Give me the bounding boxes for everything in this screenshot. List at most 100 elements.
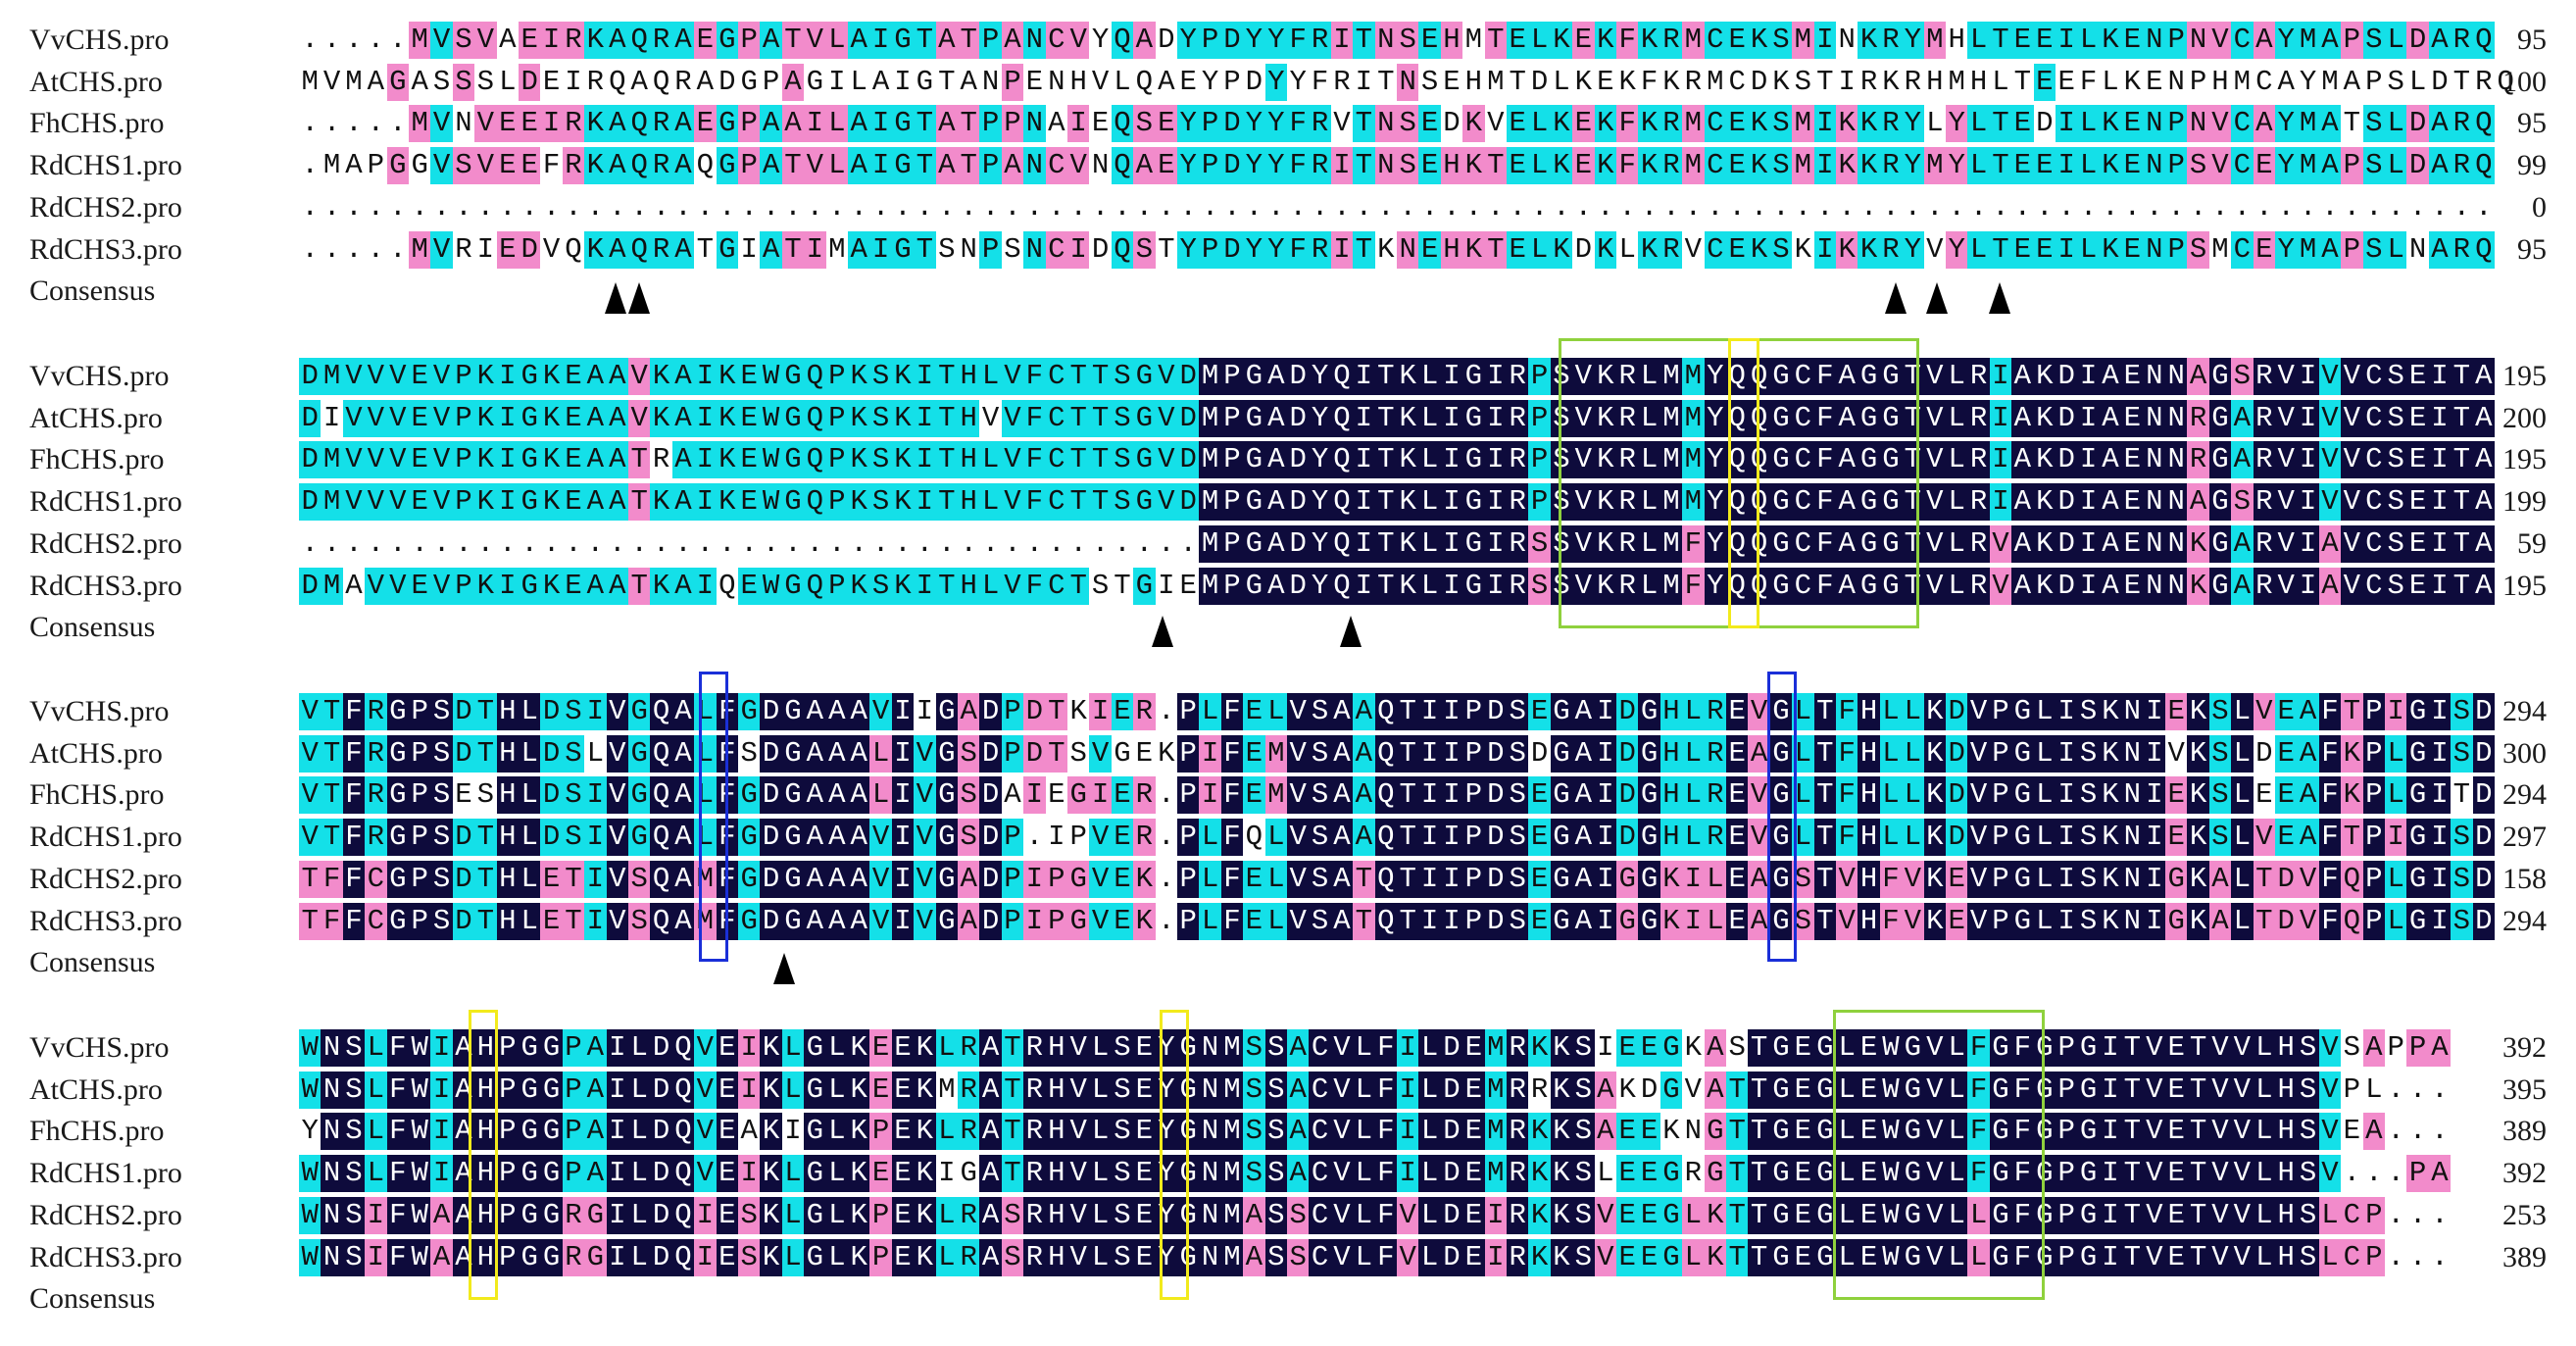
residue: T bbox=[2187, 1238, 2209, 1276]
residue: T bbox=[1484, 230, 1507, 269]
residue: D bbox=[1220, 105, 1244, 143]
residue: I bbox=[1355, 65, 1373, 98]
residue: Y bbox=[1155, 1113, 1177, 1151]
residue: . bbox=[520, 526, 538, 560]
residue: M bbox=[1682, 147, 1705, 185]
residue: V bbox=[2143, 1155, 2165, 1193]
residue: P bbox=[562, 1029, 585, 1067]
residue: H bbox=[496, 860, 519, 898]
residue: I bbox=[2428, 358, 2452, 395]
residue: K bbox=[2033, 524, 2056, 563]
residue: . bbox=[367, 526, 385, 560]
residue: T bbox=[1813, 776, 1836, 815]
residue: V bbox=[1926, 232, 1944, 266]
residue: A bbox=[1330, 860, 1354, 898]
residue: H bbox=[474, 1029, 497, 1067]
residue: Y bbox=[2275, 230, 2298, 269]
residue: V bbox=[606, 819, 628, 857]
residue: E bbox=[716, 1238, 738, 1276]
residue: A bbox=[1264, 358, 1287, 395]
residue: G bbox=[1550, 693, 1573, 730]
residue: V bbox=[2297, 860, 2319, 898]
residue: I bbox=[1440, 776, 1463, 815]
residue: G bbox=[2077, 1113, 2100, 1151]
residue: L bbox=[2231, 902, 2254, 940]
residue: E bbox=[891, 1071, 915, 1109]
residue: L bbox=[1353, 1238, 1375, 1276]
residue: L bbox=[1946, 1238, 1968, 1276]
residue: L bbox=[781, 1155, 805, 1193]
residue: P bbox=[1001, 819, 1024, 857]
residue: L bbox=[825, 22, 848, 59]
residue: D bbox=[2472, 776, 2495, 815]
residue: T bbox=[935, 441, 958, 479]
residue: G bbox=[1769, 1155, 1793, 1193]
residue: S bbox=[2208, 734, 2232, 773]
residue: I bbox=[2428, 860, 2452, 898]
residue: D bbox=[2406, 147, 2429, 185]
residue: I bbox=[869, 230, 892, 269]
residue: S bbox=[1572, 1029, 1595, 1067]
residue: M bbox=[1220, 1029, 1244, 1067]
residue: V bbox=[2275, 358, 2298, 395]
residue: S bbox=[958, 734, 980, 773]
residue: I bbox=[1594, 819, 1616, 857]
residue: H bbox=[1858, 819, 1880, 857]
residue: H bbox=[2275, 1196, 2298, 1234]
residue: T bbox=[1045, 734, 1067, 773]
residue: S bbox=[1243, 1071, 1265, 1109]
residue: D bbox=[299, 399, 322, 437]
residue: G bbox=[1858, 358, 1880, 395]
residue: V bbox=[1001, 358, 1024, 395]
residue: V bbox=[1089, 819, 1112, 857]
residue: A bbox=[606, 147, 628, 185]
residue: R bbox=[958, 1238, 980, 1276]
residue: C bbox=[1309, 1238, 1331, 1276]
residue: R bbox=[958, 1029, 980, 1067]
residue: P bbox=[825, 441, 848, 479]
residue: F bbox=[1287, 230, 1310, 269]
residue: . bbox=[1091, 190, 1110, 224]
residue: . bbox=[411, 190, 428, 224]
residue: P bbox=[979, 147, 1002, 185]
residue: T bbox=[1748, 1029, 1770, 1067]
residue: S bbox=[2343, 1031, 2361, 1064]
residue: . bbox=[1464, 190, 1483, 224]
residue: . bbox=[565, 190, 582, 224]
residue: C bbox=[1704, 230, 1726, 269]
residue: L bbox=[1418, 1113, 1441, 1151]
residue: F bbox=[1287, 22, 1310, 59]
residue: P bbox=[409, 819, 431, 857]
residue: K bbox=[2187, 693, 2209, 730]
residue: G bbox=[1989, 1196, 2012, 1234]
residue: F bbox=[1311, 65, 1329, 98]
residue: F bbox=[2318, 734, 2342, 773]
residue: L bbox=[1967, 105, 1990, 143]
residue: V bbox=[299, 693, 322, 730]
residue: L bbox=[2385, 22, 2407, 59]
residue: . bbox=[1201, 190, 1219, 224]
residue: G bbox=[2011, 860, 2034, 898]
residue: V bbox=[342, 483, 366, 522]
residue: E bbox=[2406, 483, 2429, 522]
residue: F bbox=[2011, 1196, 2034, 1234]
residue: P bbox=[979, 230, 1002, 269]
residue: S bbox=[869, 358, 892, 395]
residue: L bbox=[1704, 902, 1726, 940]
residue: M bbox=[1660, 399, 1683, 437]
residue: Y bbox=[1201, 65, 1219, 98]
residue: R bbox=[1133, 819, 1156, 857]
residue: E bbox=[2275, 734, 2298, 773]
residue: . bbox=[1245, 190, 1263, 224]
residue: G bbox=[1638, 819, 1660, 857]
residue: H bbox=[1660, 693, 1683, 730]
residue: M bbox=[2297, 105, 2319, 143]
residue: R bbox=[1023, 1071, 1046, 1109]
residue: D bbox=[1946, 776, 1968, 815]
residue: Q bbox=[628, 22, 651, 59]
residue: W bbox=[299, 1029, 322, 1067]
residue: Q bbox=[1748, 358, 1770, 395]
residue: L bbox=[1967, 1196, 1990, 1234]
residue: K bbox=[1662, 65, 1680, 98]
residue: K bbox=[760, 1071, 782, 1109]
